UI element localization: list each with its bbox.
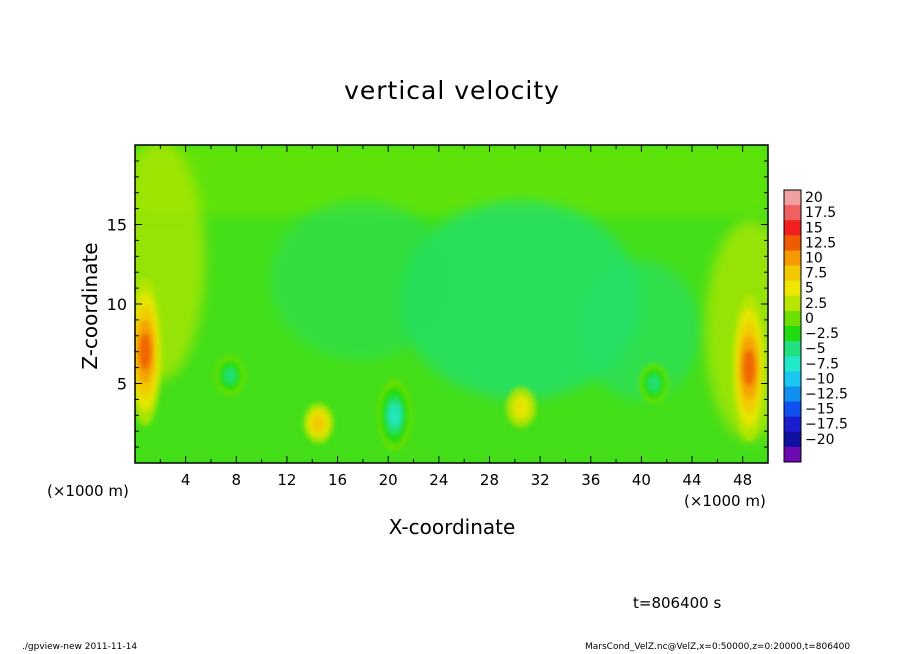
x-tick-label: 36 <box>581 471 600 489</box>
heatmap-center-downflow-2 <box>270 200 450 360</box>
y-tick-label: 15 <box>107 216 127 235</box>
downdraft-cell-4-level-3 <box>222 366 237 385</box>
heatmap-plot-area <box>135 145 768 463</box>
colorbar-swatch <box>784 416 801 433</box>
heatmap-upper-band <box>135 145 768 215</box>
colorbar-frame <box>783 189 802 463</box>
colorbar-level-label: −12.5 <box>805 387 848 403</box>
x-tick-label: 32 <box>531 471 550 489</box>
colorbar-swatch <box>784 401 801 418</box>
x-axis-label: X-coordinate <box>388 515 516 539</box>
colorbar-level-label: −17.5 <box>805 417 848 433</box>
x-unit-label-left: (×1000 m) <box>47 482 129 500</box>
heatmap-right-downflow <box>580 260 700 400</box>
colorbar-swatch <box>784 250 801 267</box>
colorbar-swatch <box>784 295 801 312</box>
colorbar-level-label: −20 <box>805 432 835 448</box>
updraft-cell-3-level-2 <box>512 395 531 420</box>
x-tick-label: 48 <box>733 471 752 489</box>
x-tick-label: 8 <box>232 471 242 489</box>
colorbar-swatch <box>784 280 801 297</box>
colorbar-level-label: −10 <box>805 371 835 387</box>
colorbar-level-label: −5 <box>805 341 826 357</box>
colorbar-level-label: 12.5 <box>805 235 836 251</box>
footer-program-date: ./gpview-new 2011-11-14 <box>22 642 138 652</box>
colorbar-swatch <box>784 371 801 387</box>
colorbar-swatch <box>784 265 801 282</box>
y-tick-label: 10 <box>107 295 127 314</box>
colorbar-level-label: −7.5 <box>805 356 839 372</box>
y-axis-label: Z-coordinate <box>78 242 102 370</box>
colorbar-swatch <box>784 386 801 403</box>
y-tick-label: 5 <box>117 375 127 394</box>
colorbar-level-label: −15 <box>805 402 835 418</box>
colorbar-level-label: 10 <box>805 251 823 267</box>
footer-data-source: MarsCond_VelZ.nc@VelZ,x=0:50000,z=0:2000… <box>585 642 851 652</box>
x-tick-label: 24 <box>429 471 448 489</box>
x-tick-label: 4 <box>181 471 191 489</box>
colorbar-swatch <box>784 431 801 448</box>
x-tick-label: 44 <box>682 471 701 489</box>
x-unit-label-right: (×1000 m) <box>684 492 766 510</box>
colorbar-swatch <box>784 235 801 251</box>
colorbar-level-label: 7.5 <box>805 266 827 282</box>
colorbar-swatch <box>784 326 801 342</box>
colorbar-level-label: 15 <box>805 220 823 236</box>
chart-title: vertical velocity <box>344 76 560 105</box>
colorbar-level-label: −2.5 <box>805 326 839 342</box>
downdraft-cell-5-level-4 <box>388 403 402 428</box>
colorbar-level-label: 17.5 <box>805 205 836 221</box>
time-label: t=806400 s <box>633 594 722 612</box>
colorbar-swatch <box>784 310 801 327</box>
colorbar-swatch <box>784 190 801 206</box>
heatmap-features <box>135 277 767 452</box>
colorbar-level-label: 2.5 <box>805 296 827 312</box>
colorbar-swatch <box>784 220 801 236</box>
colorbar-swatch <box>784 446 801 463</box>
x-tick-label: 40 <box>632 471 651 489</box>
x-tick-label: 20 <box>379 471 398 489</box>
colorbar-swatch <box>784 356 801 372</box>
colorbar-level-label: 20 <box>805 190 823 206</box>
updraft-cell-1-level-5 <box>743 349 755 386</box>
x-tick-label: 12 <box>277 471 296 489</box>
colorbar-swatch <box>784 205 801 221</box>
updraft-cell-0-level-5 <box>139 333 151 370</box>
heatmap-center-downflow <box>400 200 640 400</box>
x-tick-label: 16 <box>328 471 347 489</box>
colorbar: 2017.51512.5107.552.50−2.5−5−7.5−10−12.5… <box>783 189 848 463</box>
colorbar-level-label: 5 <box>805 281 814 297</box>
downdraft-cell-6-level-3 <box>647 374 662 393</box>
colorbar-swatch <box>784 341 801 357</box>
x-tick-label: 28 <box>480 471 499 489</box>
updraft-cell-2-level-3 <box>311 413 326 433</box>
colorbar-level-label: 0 <box>805 311 814 327</box>
